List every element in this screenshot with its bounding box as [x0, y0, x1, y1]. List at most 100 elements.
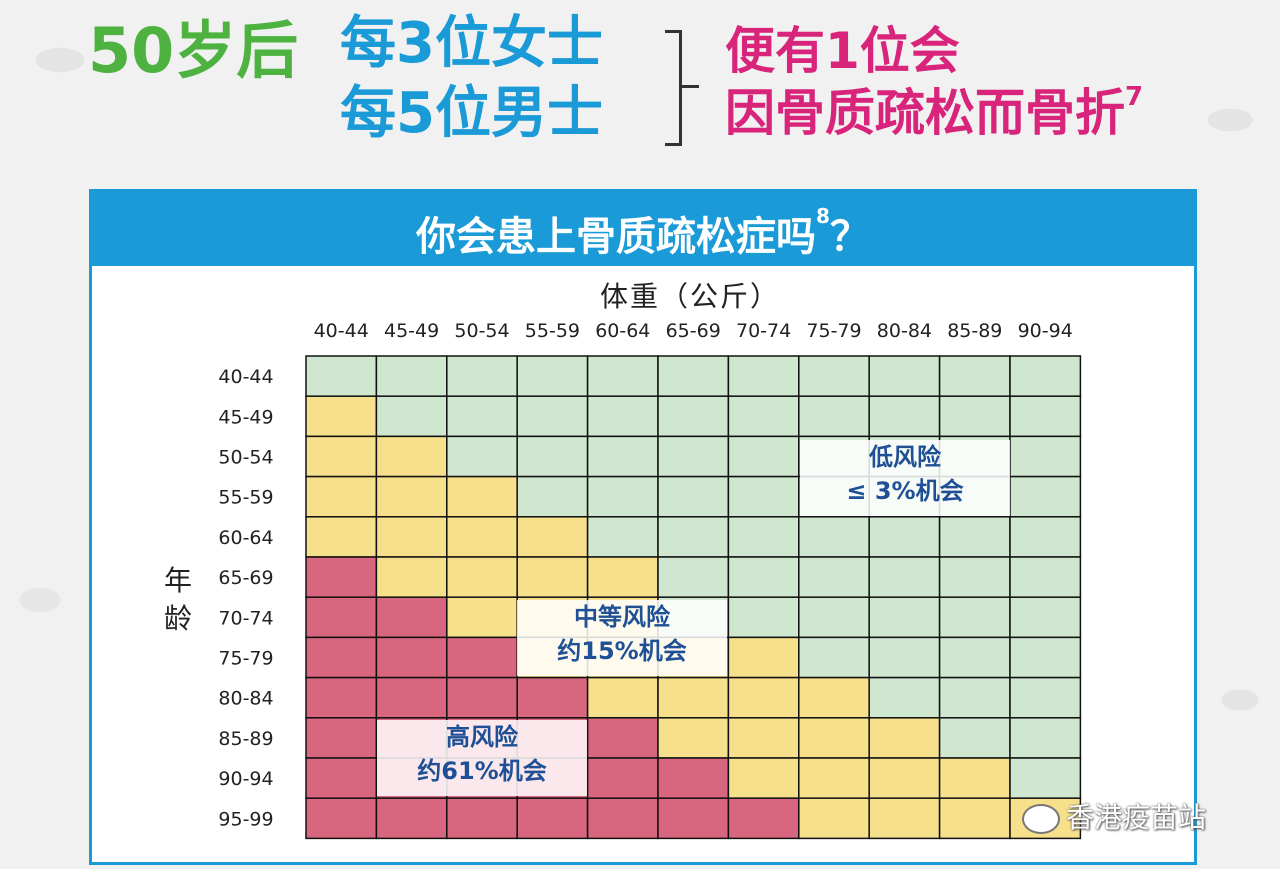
y-tick-label: 65-69 [218, 567, 273, 589]
heatmap-cell [375, 516, 448, 558]
heatmap-cell [305, 435, 378, 478]
x-tick-label: 90-94 [1018, 320, 1073, 342]
heatmap-cell [657, 556, 730, 598]
y-tick-label: 75-79 [218, 648, 273, 670]
heatmap-cell [305, 757, 378, 799]
heatmap-cell [1009, 757, 1082, 799]
x-axis-label: 体重（公斤） [600, 280, 781, 313]
headline-fracture-ref: 7 [1125, 82, 1144, 112]
heatmap-cell [727, 636, 800, 679]
heatmap-cell [305, 596, 378, 639]
heatmap-cell [727, 355, 800, 397]
y-tick-label: 70-74 [218, 607, 273, 629]
heatmap-cell [798, 636, 870, 679]
heatmap-cell [446, 516, 518, 558]
heatmap-cell [938, 797, 1011, 840]
zone-high-risk: 高风险 约61%机会 [377, 720, 587, 796]
heatmap-cell [375, 556, 448, 598]
heatmap-cell [516, 556, 589, 598]
heatmap-cell [586, 355, 659, 397]
heatmap-cell [938, 757, 1011, 799]
heatmap-cell [868, 757, 941, 799]
heatmap-cell [657, 435, 730, 478]
heatmap-cell [305, 475, 378, 518]
heatmap-cell [657, 516, 730, 558]
heatmap-cell [1009, 355, 1082, 397]
x-tick-label: 40-44 [314, 320, 369, 342]
heatmap-cell [375, 636, 448, 679]
panel-title-ref: 8 [816, 204, 830, 228]
heatmap-cell [586, 797, 659, 840]
x-tick-label: 60-64 [595, 320, 650, 342]
heatmap-cell [727, 757, 800, 799]
heatmap-cell [586, 717, 659, 759]
y-tick-label: 50-54 [218, 447, 273, 469]
heatmap-cell [586, 556, 659, 598]
heatmap-cell [798, 797, 870, 840]
heatmap-cell [446, 475, 518, 518]
heatmap-cell [1009, 717, 1082, 759]
heatmap-cell [375, 797, 448, 840]
heatmap-cell [305, 676, 378, 719]
heatmap-cell [516, 516, 589, 558]
heatmap-cell [798, 516, 870, 558]
watermark: 香港疫苗站 [1022, 796, 1206, 836]
panel-title-bar: 你会患上骨质疏松症吗8？ [92, 192, 1194, 266]
headline-age: 50岁后 [88, 14, 299, 87]
y-tick-label: 40-44 [218, 366, 273, 388]
heatmap-cell [657, 676, 730, 719]
heatmap-cell [798, 395, 870, 438]
zone-low-risk: 低风险 ≤ 3%机会 [800, 440, 1010, 516]
heatmap-cell [516, 475, 589, 518]
wechat-icon [1022, 804, 1060, 834]
x-tick-label: 45-49 [384, 320, 439, 342]
heatmap-cell [798, 556, 870, 598]
x-tick-label: 55-59 [525, 320, 580, 342]
heatmap-cell [375, 435, 448, 478]
y-tick-label: 55-59 [218, 487, 273, 509]
heatmap-cell [868, 676, 941, 719]
headline-fracture: 因骨质疏松而骨折7 [725, 84, 1143, 138]
heatmap-cell [375, 676, 448, 719]
x-tick-label: 85-89 [947, 320, 1002, 342]
heatmap-cell [1009, 636, 1082, 679]
headline-women: 每3位女士 [340, 11, 603, 76]
heatmap-cell [798, 596, 870, 639]
heatmap-cell [938, 676, 1011, 719]
watermark-text: 香港疫苗站 [1066, 801, 1207, 834]
heatmap-cell [657, 355, 730, 397]
heatmap-cell [446, 676, 518, 719]
heatmap-cell [657, 395, 730, 438]
heatmap-cell [586, 516, 659, 558]
heatmap-cell [727, 717, 800, 759]
heatmap-cell [446, 395, 518, 438]
heatmap-cell [516, 435, 589, 478]
heatmap-cell [446, 636, 518, 679]
x-tick-label: 75-79 [806, 320, 861, 342]
y-axis-label: 年龄 [164, 564, 193, 635]
heatmap-cell [305, 395, 378, 438]
heatmap-cell [516, 797, 589, 840]
y-tick-label: 95-99 [218, 808, 273, 830]
heatmap-cell [657, 797, 730, 840]
headline-bracket [665, 30, 682, 146]
heatmap-cell [516, 395, 589, 438]
heatmap-cell [727, 596, 800, 639]
panel-title: 你会患上骨质疏松症吗8？ [92, 204, 1194, 262]
heatmap-cell [516, 676, 589, 719]
heatmap-cell [305, 516, 378, 558]
heatmap-cell [938, 717, 1011, 759]
y-tick-label: 85-89 [218, 728, 273, 750]
heatmap-cell [516, 355, 589, 397]
y-tick-label: 80-84 [218, 688, 273, 710]
zone-high-name: 高风险 [446, 723, 518, 751]
zone-low-desc: ≤ 3%机会 [846, 477, 964, 505]
headline-men: 每5位男士 [340, 81, 603, 146]
heatmap-cell [1009, 516, 1082, 558]
zone-high-desc: 约61%机会 [417, 757, 547, 785]
heatmap-cell [305, 556, 378, 598]
y-tick-label: 45-49 [218, 406, 273, 428]
heatmap-cell [586, 475, 659, 518]
heatmap-cell [727, 395, 800, 438]
heatmap-cell [868, 556, 941, 598]
